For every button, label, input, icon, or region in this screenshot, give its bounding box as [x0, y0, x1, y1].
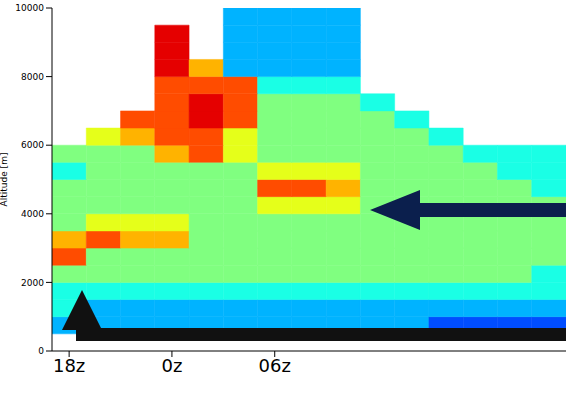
svg-text:0z: 0z — [161, 355, 182, 376]
svg-text:06z: 06z — [259, 355, 291, 376]
svg-text:18z: 18z — [53, 355, 85, 376]
svg-text:Altitude [m]: Altitude [m] — [0, 153, 9, 207]
svg-text:4000: 4000 — [21, 209, 44, 219]
svg-text:2000: 2000 — [21, 278, 44, 288]
svg-text:0: 0 — [38, 346, 44, 356]
svg-text:10000: 10000 — [15, 3, 44, 13]
svg-text:6000: 6000 — [21, 140, 44, 150]
svg-text:8000: 8000 — [21, 72, 44, 82]
